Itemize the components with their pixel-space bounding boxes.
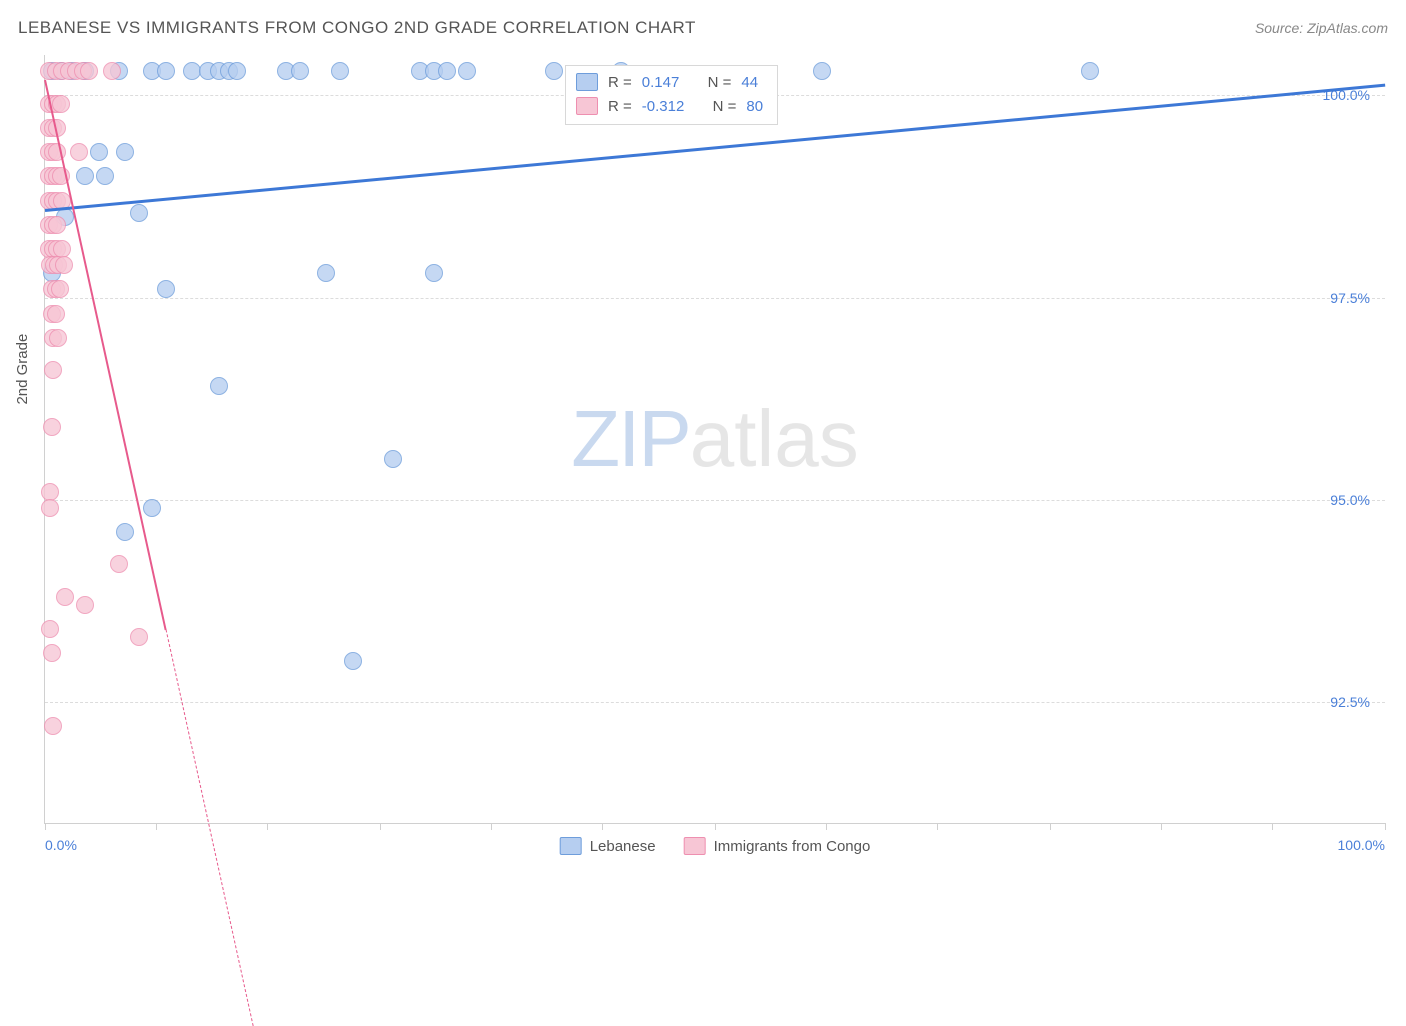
data-point — [55, 256, 73, 274]
data-point — [813, 62, 831, 80]
data-point — [143, 499, 161, 517]
data-point — [157, 280, 175, 298]
data-point — [545, 62, 563, 80]
data-point — [210, 377, 228, 395]
data-point — [43, 418, 61, 436]
watermark: ZIPatlas — [571, 393, 858, 485]
legend-swatch — [576, 73, 598, 91]
data-point — [76, 167, 94, 185]
data-point — [344, 652, 362, 670]
data-point — [70, 143, 88, 161]
legend-series-item: Immigrants from Congo — [684, 837, 871, 855]
y-tick-label: 97.5% — [1330, 290, 1370, 306]
legend-swatch — [576, 97, 598, 115]
data-point — [103, 62, 121, 80]
x-tick — [1161, 823, 1162, 830]
legend-stats-row: R = -0.312 N = 80 — [576, 94, 763, 118]
data-point — [130, 628, 148, 646]
data-point — [96, 167, 114, 185]
chart-title: LEBANESE VS IMMIGRANTS FROM CONGO 2ND GR… — [18, 18, 696, 38]
legend-stats: R = 0.147 N = 44 R = -0.312 N = 80 — [565, 65, 778, 125]
data-point — [41, 499, 59, 517]
data-point — [438, 62, 456, 80]
data-point — [47, 305, 65, 323]
x-tick — [602, 823, 603, 830]
legend-series: Lebanese Immigrants from Congo — [560, 837, 871, 855]
data-point — [76, 596, 94, 614]
data-point — [44, 361, 62, 379]
legend-series-label: Lebanese — [590, 838, 656, 855]
legend-series-label: Immigrants from Congo — [714, 838, 871, 855]
data-point — [49, 329, 67, 347]
data-point — [331, 62, 349, 80]
legend-stats-row: R = 0.147 N = 44 — [576, 70, 763, 94]
data-point — [130, 204, 148, 222]
x-tick — [715, 823, 716, 830]
legend-swatch — [560, 837, 582, 855]
x-tick — [826, 823, 827, 830]
x-tick — [380, 823, 381, 830]
legend-stats-text: R = -0.312 N = 80 — [608, 98, 763, 115]
legend-series-item: Lebanese — [560, 837, 656, 855]
gridline-h — [45, 500, 1385, 501]
data-point — [110, 555, 128, 573]
x-tick — [267, 823, 268, 830]
data-point — [80, 62, 98, 80]
legend-swatch — [684, 837, 706, 855]
x-tick — [937, 823, 938, 830]
y-tick-label: 92.5% — [1330, 694, 1370, 710]
x-tick — [491, 823, 492, 830]
y-tick-label: 95.0% — [1330, 492, 1370, 508]
data-point — [425, 264, 443, 282]
data-point — [90, 143, 108, 161]
x-tick — [1050, 823, 1051, 830]
data-point — [43, 644, 61, 662]
data-point — [458, 62, 476, 80]
x-tick-label: 100.0% — [1338, 837, 1385, 853]
x-tick — [156, 823, 157, 830]
data-point — [116, 523, 134, 541]
data-point — [41, 620, 59, 638]
source-label: Source: ZipAtlas.com — [1255, 20, 1388, 36]
data-point — [228, 62, 246, 80]
data-point — [384, 450, 402, 468]
data-point — [52, 95, 70, 113]
gridline-h — [45, 702, 1385, 703]
data-point — [51, 280, 69, 298]
plot-area: ZIPatlas 100.0%97.5%95.0%92.5%0.0%100.0%… — [44, 55, 1385, 824]
data-point — [291, 62, 309, 80]
data-point — [44, 717, 62, 735]
x-tick — [1272, 823, 1273, 830]
data-point — [48, 216, 66, 234]
x-tick — [45, 823, 46, 830]
data-point — [157, 62, 175, 80]
data-point — [116, 143, 134, 161]
x-tick-label: 0.0% — [45, 837, 77, 853]
x-tick — [1385, 823, 1386, 830]
trend-line — [44, 80, 167, 630]
gridline-h — [45, 298, 1385, 299]
watermark-zip: ZIP — [571, 394, 689, 483]
data-point — [1081, 62, 1099, 80]
y-axis-label: 2nd Grade — [14, 334, 31, 405]
trend-line — [165, 629, 253, 1025]
data-point — [317, 264, 335, 282]
legend-stats-text: R = 0.147 N = 44 — [608, 74, 758, 91]
watermark-atlas: atlas — [690, 394, 859, 483]
data-point — [56, 588, 74, 606]
